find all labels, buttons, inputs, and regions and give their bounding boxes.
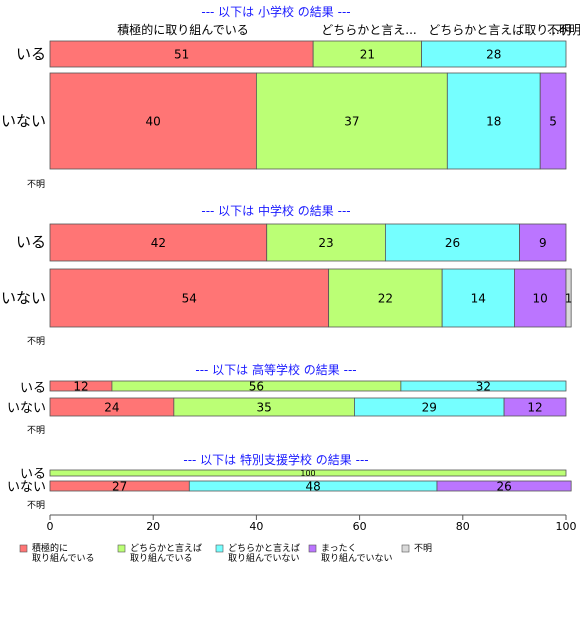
x-tick-label: 60 [353, 520, 367, 533]
data-label: 51 [174, 48, 189, 62]
data-label: 24 [104, 401, 119, 415]
na-row-label: 不明 [27, 179, 45, 190]
data-label: 37 [344, 115, 359, 129]
panel-title: --- 以下は 特別支援学校 の結果 --- [183, 452, 368, 467]
na-row-label: 不明 [27, 336, 45, 347]
top-category-label: 不明 [547, 23, 571, 37]
data-label: 56 [249, 380, 264, 394]
row-label: いる [20, 467, 46, 482]
bar-segment [441, 268, 515, 328]
bar-segment [49, 72, 257, 170]
data-label: 1 [565, 292, 573, 306]
panel-title: --- 以下は 小学校 の結果 --- [201, 4, 350, 19]
bar-segment [312, 40, 422, 68]
top-category-label: どちらかと言え... [321, 23, 416, 37]
legend-swatch [117, 544, 126, 553]
data-label: 12 [527, 401, 542, 415]
na-row-label: 不明 [27, 500, 45, 511]
row-label: いる [20, 381, 46, 396]
row-label: いる [16, 233, 46, 251]
na-row-label: 不明 [27, 425, 45, 436]
panel-title: --- 以下は 高等学校 の結果 --- [195, 362, 356, 377]
x-tick-label: 40 [249, 520, 263, 533]
row-label: いる [16, 45, 46, 63]
data-label: 27 [112, 480, 127, 494]
data-label: 100 [300, 469, 315, 478]
legend-label: 取り組んでいない [321, 552, 393, 564]
top-category-label: 不明 [557, 23, 580, 37]
bar-segment [421, 40, 567, 68]
data-label: 5 [549, 115, 557, 129]
data-label: 29 [422, 401, 437, 415]
bar-segment [565, 268, 572, 328]
legend-label: 不明 [414, 543, 432, 554]
data-label: 26 [445, 236, 460, 250]
data-label: 28 [486, 48, 501, 62]
x-tick-label: 80 [456, 520, 470, 533]
data-label: 18 [486, 115, 501, 129]
data-label: 23 [318, 236, 333, 250]
legend-swatch [215, 544, 224, 553]
data-label: 40 [146, 115, 161, 129]
bar-segment [255, 72, 448, 170]
legend-label: 積極的に [32, 542, 68, 554]
bar-segment [400, 380, 567, 392]
bar-segment [49, 469, 567, 477]
bar-segment [49, 268, 330, 328]
data-label: 21 [360, 48, 375, 62]
bar-segment [446, 72, 541, 170]
bar-segment [519, 223, 567, 262]
legend-swatch [19, 544, 28, 553]
bar-segment [266, 223, 386, 262]
data-label: 54 [182, 292, 197, 306]
legend-swatch [308, 544, 317, 553]
top-category-label: 積極的に取り組んでいる [117, 22, 248, 37]
bar-segment [328, 268, 443, 328]
bar-segment [436, 480, 572, 492]
data-label: 35 [256, 401, 271, 415]
data-label: 22 [378, 292, 393, 306]
legend-label: どちらかと言えば [130, 542, 202, 554]
panel-title: --- 以下は 中学校 の結果 --- [201, 203, 350, 218]
legend-label: 取り組んでいる [130, 552, 193, 564]
legend-label: どちらかと言えば [228, 542, 300, 554]
legend-label: 取り組んでいない [228, 552, 300, 564]
data-label: 9 [539, 236, 547, 250]
row-label: いない [7, 401, 46, 416]
bar-segment [384, 223, 520, 262]
data-label: 12 [73, 380, 88, 394]
top-category-label: どちらかと言えば取り... [428, 23, 559, 37]
data-label: 42 [151, 236, 166, 250]
data-label: 10 [533, 292, 548, 306]
legend-label: 取り組んでいる [32, 552, 95, 564]
row-label: いない [1, 289, 46, 307]
legend-label: まったく [321, 543, 357, 554]
bar-segment [539, 72, 567, 170]
bar-segment [503, 397, 567, 417]
data-label: 26 [496, 480, 511, 494]
data-label: 32 [476, 380, 491, 394]
bar-segment [49, 223, 268, 262]
x-tick-label: 100 [556, 520, 577, 533]
x-tick-label: 0 [47, 520, 54, 533]
data-label: 14 [471, 292, 486, 306]
legend-swatch [401, 544, 410, 553]
bar-segment [514, 268, 567, 328]
x-tick-label: 20 [146, 520, 160, 533]
data-label: 48 [306, 480, 321, 494]
row-label: いない [7, 480, 46, 495]
row-label: いない [1, 112, 46, 130]
